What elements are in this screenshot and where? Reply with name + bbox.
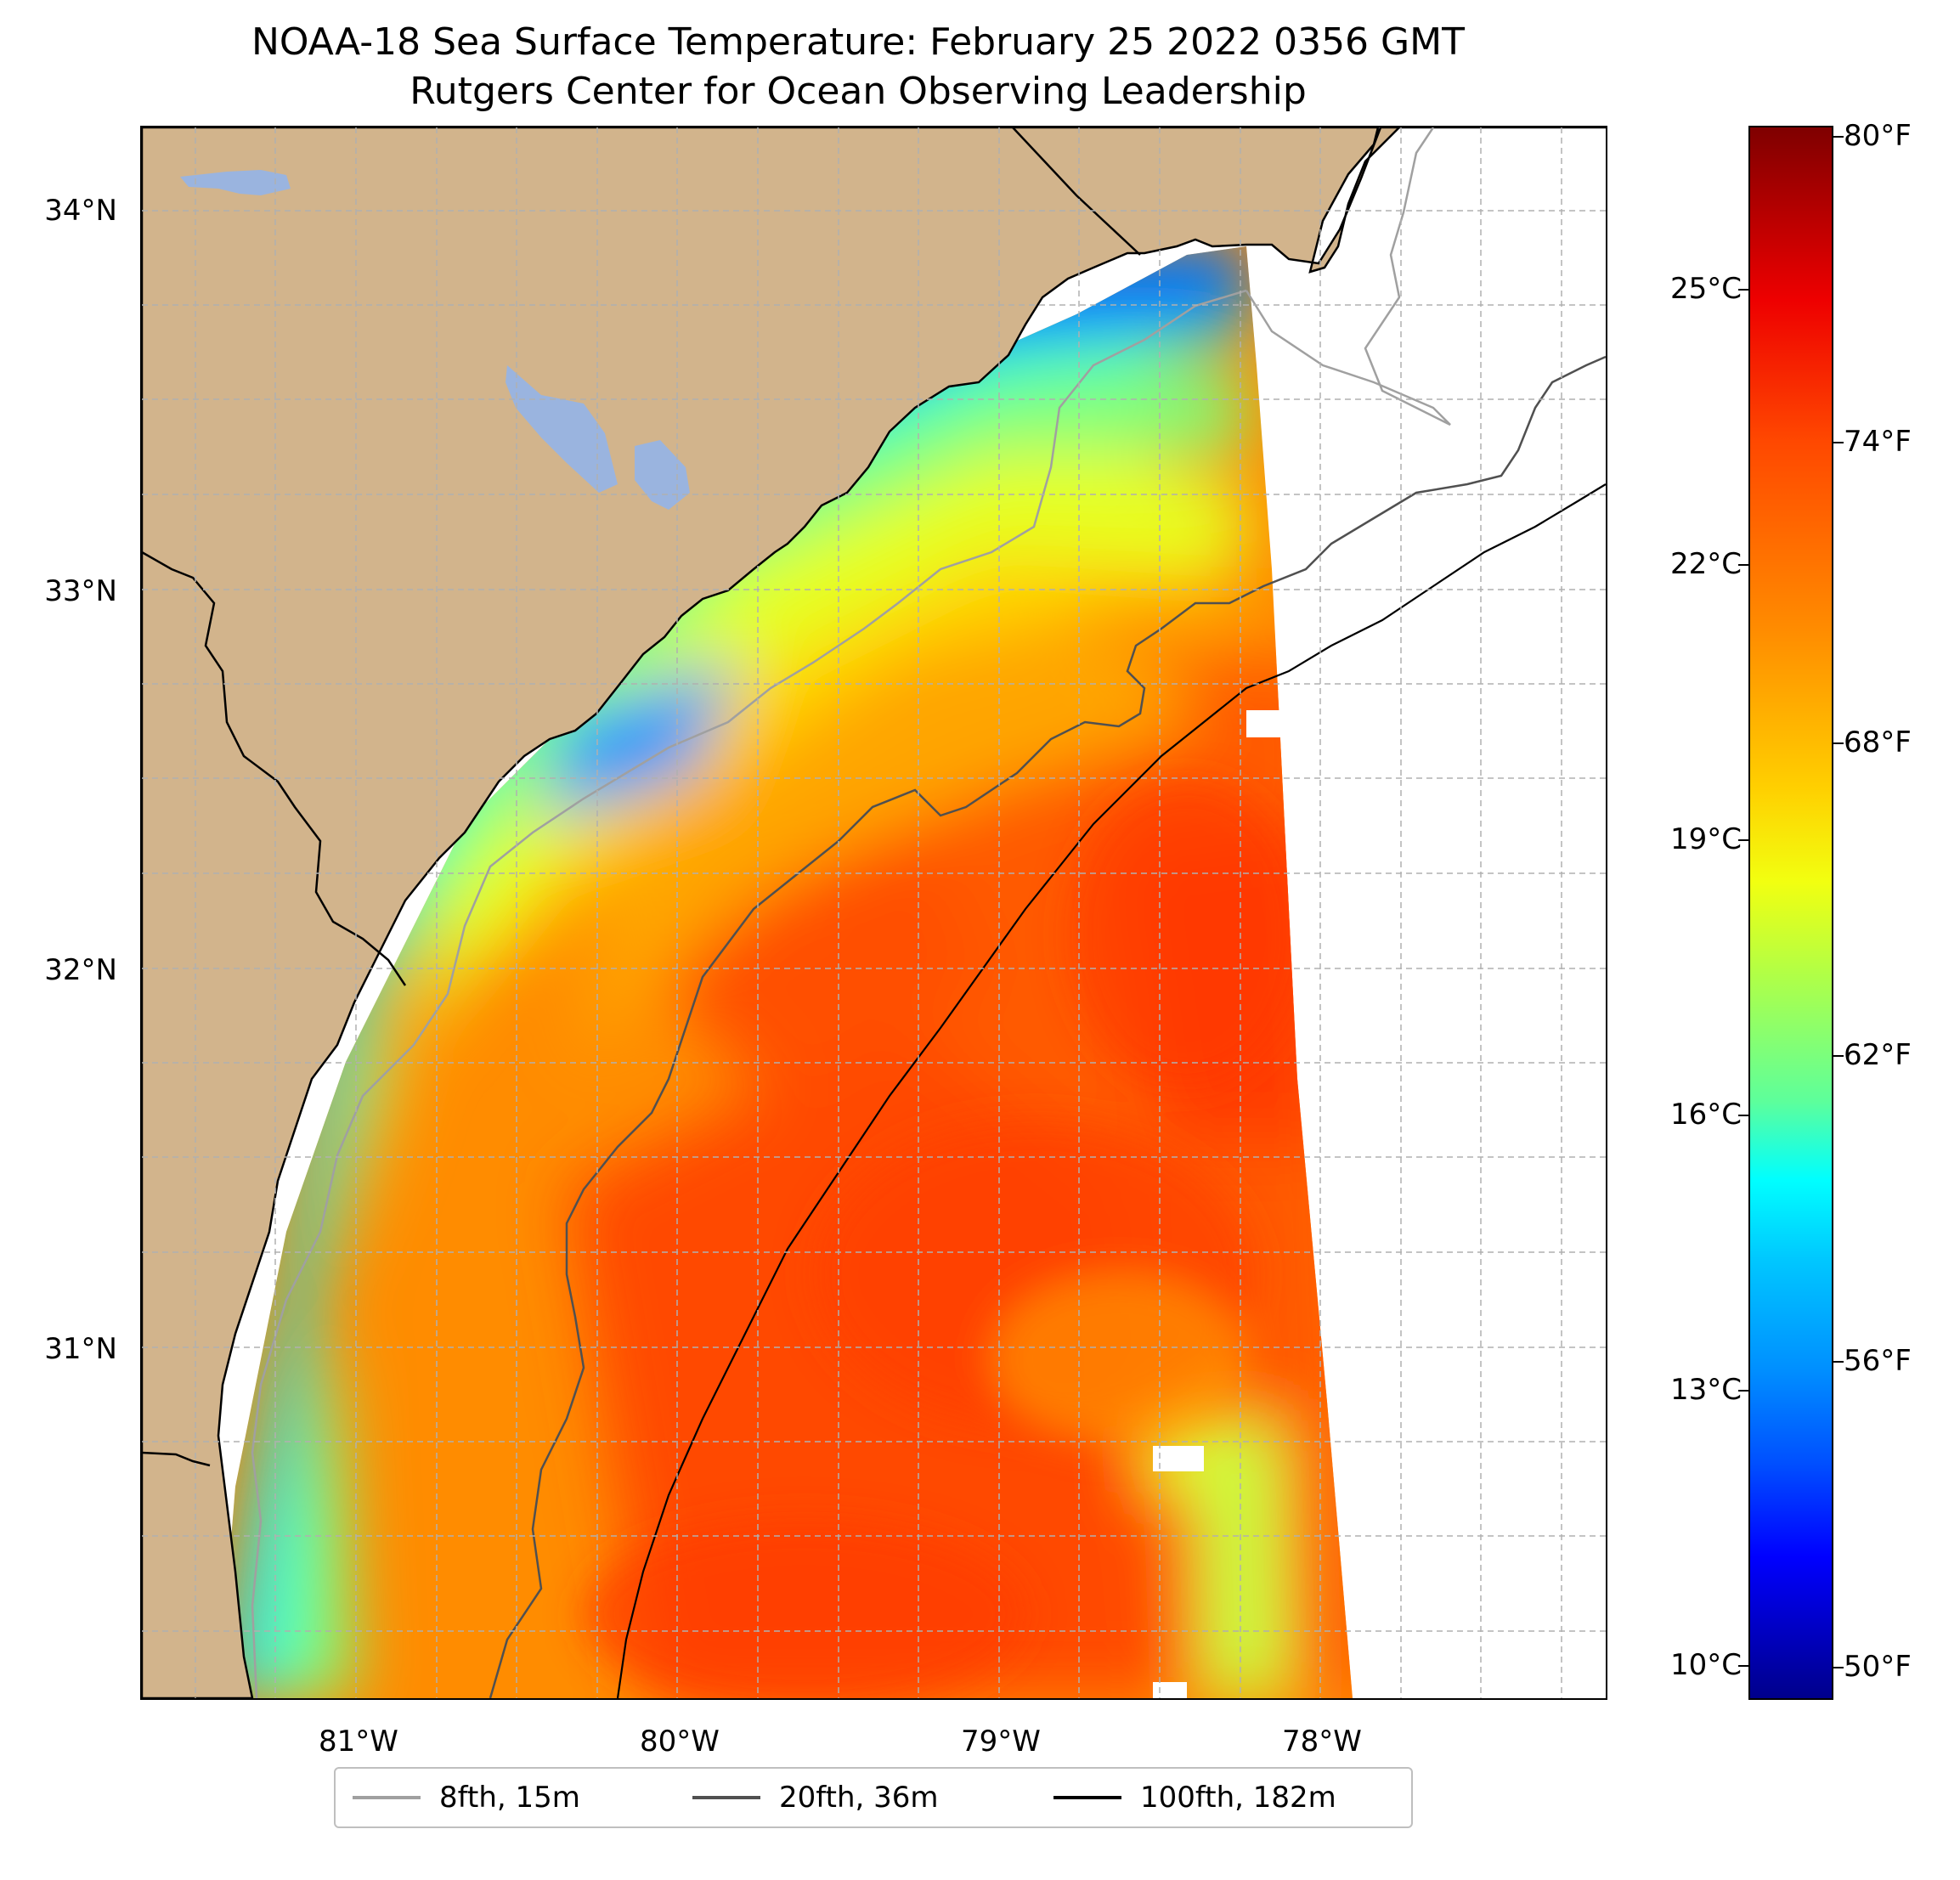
colorbar-celsius-label: 19°C: [1669, 822, 1742, 856]
legend-item: 20fth, 36m: [692, 1769, 939, 1826]
land-mass: [142, 127, 1606, 1698]
legend-swatch-8fth: [353, 1796, 421, 1799]
colorbar-celsius-label: 22°C: [1669, 547, 1742, 581]
lat-label: 33°N: [44, 574, 117, 608]
colorbar-tick: [1833, 136, 1844, 138]
legend-swatch-20fth: [692, 1796, 760, 1799]
contour-100fth: [616, 483, 1606, 1698]
state-border: [142, 550, 407, 986]
colorbar-fahrenheit-label: 50°F: [1844, 1650, 1912, 1684]
sst-map-canvas: [142, 127, 1606, 1698]
colorbar-tick: [1833, 1055, 1844, 1057]
colorbar-celsius-label: 13°C: [1669, 1373, 1742, 1407]
lon-label: 79°W: [961, 1725, 1041, 1759]
colorbar-tick: [1738, 839, 1748, 841]
colorbar-tick: [1833, 742, 1844, 744]
lat-label: 32°N: [44, 953, 117, 987]
contour-legend: 8fth, 15m 20fth, 36m 100fth, 182m: [334, 1767, 1413, 1828]
legend-item: 8fth, 15m: [353, 1769, 580, 1826]
lon-label: 81°W: [319, 1725, 398, 1759]
contour-8fth: [251, 289, 1247, 1698]
colorbar-tick: [1833, 1667, 1844, 1668]
colorbar-tick: [1738, 564, 1748, 566]
colorbar-fahrenheit-label: 80°F: [1844, 119, 1912, 153]
colorbar: [1748, 126, 1833, 1700]
legend-label: 20fth, 36m: [779, 1781, 939, 1815]
lake: [635, 440, 690, 510]
chart-title: NOAA-18 Sea Surface Temperature: Februar…: [251, 20, 1465, 64]
colorbar-fahrenheit-label: 68°F: [1844, 725, 1912, 759]
colorbar-celsius-label: 16°C: [1669, 1098, 1742, 1132]
lake: [506, 365, 618, 493]
graticule: [142, 127, 1606, 1698]
lat-label: 34°N: [44, 194, 117, 228]
legend-item: 100fth, 182m: [1053, 1769, 1336, 1826]
colorbar-fahrenheit-label: 56°F: [1844, 1344, 1912, 1378]
colorbar-tick: [1833, 1361, 1844, 1363]
colorbar-tick: [1833, 442, 1844, 443]
lon-label: 78°W: [1282, 1725, 1362, 1759]
colorbar-celsius-label: 10°C: [1669, 1648, 1742, 1682]
colorbar-tick: [1738, 289, 1748, 291]
no-data-patch: [1246, 710, 1284, 737]
state-border: [1012, 127, 1141, 256]
state-border: [142, 1451, 211, 1467]
legend-label: 100fth, 182m: [1140, 1781, 1336, 1815]
colorbar-tick: [1738, 1665, 1748, 1667]
colorbar-tick: [1738, 1390, 1748, 1392]
legend-label: 8fth, 15m: [439, 1781, 580, 1815]
sst-map[interactable]: [140, 126, 1607, 1700]
contour-20fth: [489, 355, 1606, 1698]
no-data-patch: [1153, 1682, 1187, 1698]
colorbar-tick: [1738, 1115, 1748, 1116]
colorbar-celsius-label: 25°C: [1669, 272, 1742, 306]
lat-label: 31°N: [44, 1332, 117, 1366]
chart-subtitle: Rutgers Center for Ocean Observing Leade…: [410, 70, 1307, 113]
colorbar-fahrenheit-label: 62°F: [1844, 1038, 1912, 1072]
lon-label: 80°W: [640, 1725, 720, 1759]
colorbar-fahrenheit-label: 74°F: [1844, 425, 1912, 459]
lake: [180, 170, 291, 195]
no-data-patch: [1153, 1446, 1204, 1471]
legend-swatch-100fth: [1053, 1796, 1121, 1799]
